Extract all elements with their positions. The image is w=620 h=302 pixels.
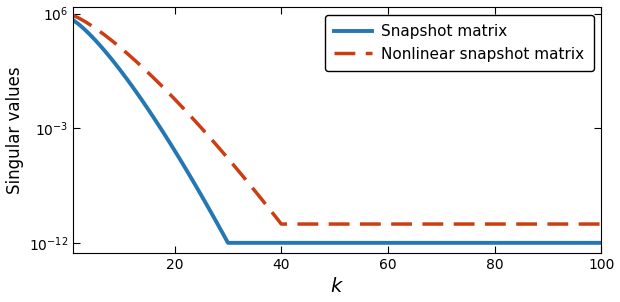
Snapshot matrix bbox=[224, 241, 232, 245]
Nonlinear snapshot matrix bbox=[389, 222, 397, 226]
Legend: Snapshot matrix, Nonlinear snapshot matrix: Snapshot matrix, Nonlinear snapshot matr… bbox=[325, 15, 593, 71]
Snapshot matrix bbox=[560, 241, 568, 245]
Nonlinear snapshot matrix bbox=[171, 97, 179, 101]
Line: Snapshot matrix: Snapshot matrix bbox=[73, 20, 601, 243]
Nonlinear snapshot matrix bbox=[560, 222, 568, 226]
Nonlinear snapshot matrix bbox=[278, 222, 285, 226]
X-axis label: $k$: $k$ bbox=[330, 278, 344, 297]
Snapshot matrix bbox=[192, 184, 200, 188]
Snapshot matrix bbox=[171, 149, 179, 152]
Snapshot matrix bbox=[69, 18, 77, 22]
Nonlinear snapshot matrix bbox=[576, 222, 583, 226]
Nonlinear snapshot matrix bbox=[69, 14, 77, 17]
Snapshot matrix bbox=[598, 241, 605, 245]
Snapshot matrix bbox=[347, 241, 355, 245]
Nonlinear snapshot matrix bbox=[192, 120, 200, 124]
Line: Nonlinear snapshot matrix: Nonlinear snapshot matrix bbox=[73, 15, 601, 224]
Snapshot matrix bbox=[389, 241, 397, 245]
Snapshot matrix bbox=[576, 241, 583, 245]
Y-axis label: Singular values: Singular values bbox=[6, 66, 24, 194]
Nonlinear snapshot matrix bbox=[598, 222, 605, 226]
Nonlinear snapshot matrix bbox=[347, 222, 355, 226]
